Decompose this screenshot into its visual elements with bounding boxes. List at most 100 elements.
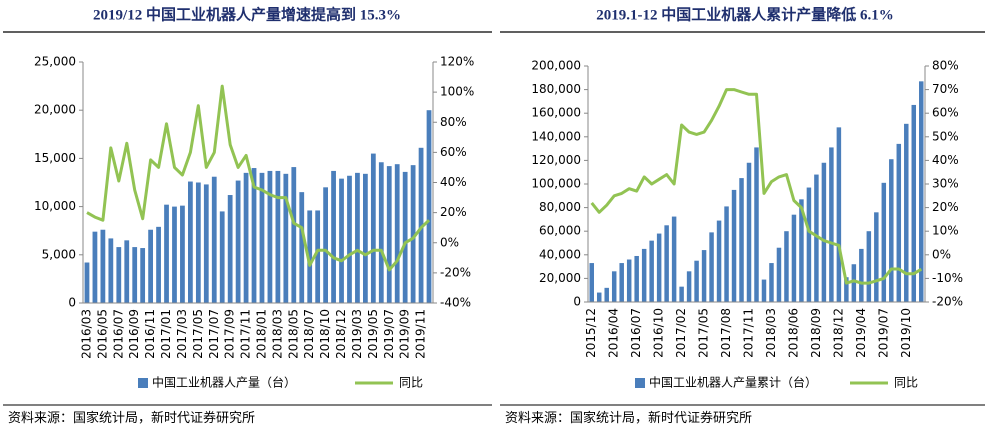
bar	[188, 181, 193, 303]
bar	[904, 123, 909, 302]
y2-tick-label: 80%	[932, 59, 959, 73]
bar	[180, 205, 185, 303]
bar	[844, 277, 849, 302]
y-tick-label: 100,000	[531, 177, 581, 191]
y-tick-label: 5,000	[42, 247, 76, 261]
y2-tick-label: 20%	[440, 205, 467, 219]
bar	[724, 206, 729, 302]
x-tick-label: 2019/03	[350, 309, 364, 359]
bar	[251, 168, 257, 303]
x-tick-label: 2018/10	[318, 309, 332, 359]
x-tick-label: 2017/08	[719, 308, 733, 358]
y2-tick-label: 40%	[932, 153, 959, 167]
bar	[132, 247, 138, 303]
bar	[124, 240, 130, 303]
x-tick-label: 2018/06	[786, 308, 800, 358]
bar	[874, 212, 879, 302]
bar	[315, 210, 321, 303]
y2-tick-label: 100%	[440, 85, 474, 99]
bar	[84, 262, 90, 303]
bar	[386, 166, 392, 303]
bar	[664, 225, 669, 302]
bar	[116, 247, 122, 303]
x-tick-label: 2017/09	[223, 309, 237, 359]
x-tick-label: 2018/05	[286, 309, 300, 359]
bar	[679, 286, 684, 302]
y-tick-label: 20,000	[539, 271, 581, 285]
bar	[739, 178, 744, 302]
bar	[355, 172, 360, 303]
bar	[363, 173, 368, 303]
x-tick-label: 2018/07	[302, 309, 316, 359]
y2-tick-label: 20%	[932, 200, 959, 214]
y-tick-label: 80,000	[539, 200, 581, 214]
bar	[866, 231, 872, 302]
bar	[402, 171, 408, 303]
y-tick-label: 160,000	[531, 106, 581, 120]
x-tick-label: 2017/07	[207, 309, 221, 359]
bar	[203, 184, 209, 303]
bar	[339, 178, 344, 303]
x-tick-label: 2017/03	[175, 309, 189, 359]
y2-tick-label: 40%	[440, 175, 467, 189]
bar	[589, 263, 594, 302]
bar	[761, 279, 767, 302]
y2-tick-label: 60%	[932, 106, 959, 120]
x-tick-label: 2019/10	[899, 308, 913, 358]
bar	[92, 231, 98, 303]
y2-tick-label: 70%	[932, 82, 959, 96]
y2-tick-label: -20%	[932, 295, 963, 309]
y-tick-label: 10,000	[34, 199, 76, 213]
bar	[331, 170, 336, 303]
y-tick-label: 25,000	[34, 55, 76, 69]
chart-title: 2019/12 中国工业机器人产量增速提高到 15.3%	[93, 5, 401, 23]
bar	[821, 162, 827, 302]
line	[590, 88, 923, 285]
bar	[656, 233, 662, 302]
y-tick-label: 200,000	[531, 59, 581, 73]
bar	[108, 238, 114, 303]
bar	[370, 153, 376, 303]
x-tick-label: 2018/12	[334, 309, 348, 359]
bar	[283, 173, 289, 303]
bar	[919, 81, 924, 302]
bar	[291, 167, 297, 303]
bar	[259, 172, 265, 303]
bar	[211, 176, 217, 303]
x-tick-label: 2016/04	[607, 308, 621, 358]
legend-label: 同比	[399, 376, 423, 390]
bar	[378, 162, 384, 303]
bar	[881, 182, 887, 302]
y2-tick-label: 30%	[932, 177, 959, 191]
bar	[307, 210, 313, 303]
bar	[227, 195, 233, 303]
bar	[634, 255, 639, 302]
y-tick-label: 20,000	[34, 103, 76, 117]
y2-tick-label: -40%	[440, 296, 471, 310]
bar	[426, 110, 432, 303]
bar	[896, 143, 902, 302]
bar	[195, 182, 201, 303]
x-tick-label: 2018/03	[270, 309, 284, 359]
bar	[347, 175, 352, 303]
x-tick-label: 2017/05	[191, 309, 205, 359]
x-tick-label: 2018/03	[764, 308, 778, 358]
bar	[671, 216, 677, 302]
y-tick-label: 40,000	[539, 247, 581, 261]
bar	[267, 170, 273, 303]
bar	[604, 287, 609, 302]
y-tick-label: 180,000	[531, 82, 581, 96]
bar	[219, 211, 225, 303]
bar	[784, 231, 789, 302]
y-tick-label: 140,000	[531, 129, 581, 143]
bar	[859, 248, 864, 302]
y-tick-label: 0	[573, 295, 581, 309]
bar	[754, 147, 759, 302]
x-tick-label: 2017/01	[159, 309, 173, 359]
bar	[156, 226, 161, 303]
bar	[164, 204, 169, 303]
x-tick-label: 2017/11	[742, 308, 756, 358]
bar	[799, 199, 804, 302]
bar	[418, 147, 424, 303]
legend-label: 中国工业机器人产量累计（台）	[649, 375, 817, 390]
